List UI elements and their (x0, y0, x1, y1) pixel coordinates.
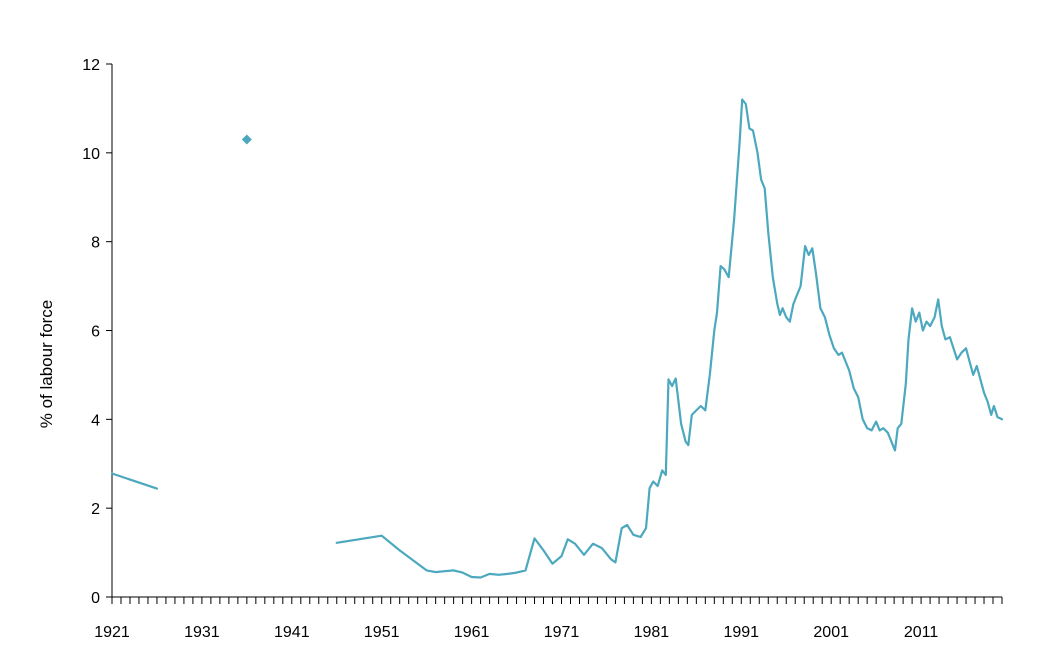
y-tick-label-0: 0 (91, 590, 100, 607)
ticks (106, 63, 1003, 604)
x-tick-label-1931: 1931 (184, 624, 220, 641)
x-tick-label-1971: 1971 (544, 624, 580, 641)
y-tick-label-8: 8 (91, 235, 100, 252)
x-tick-label-1941: 1941 (274, 624, 310, 641)
x-tick-label-1961: 1961 (454, 624, 490, 641)
y-tick-label-4: 4 (91, 412, 100, 429)
x-tick-label-2001: 2001 (813, 624, 849, 641)
series-line-segment-1946-2019 (335, 98, 1004, 579)
y-tick-label-12: 12 (82, 57, 100, 74)
axes (111, 64, 1002, 598)
x-tick-label-2011: 2011 (904, 624, 939, 641)
x-tick-label-1991: 1991 (723, 624, 759, 641)
tick-labels: 0 2 4 6 8 10 12 1921 1931 1941 1951 1961 1971 1981 199… (82, 57, 938, 641)
x-tick-label-1921: 1921 (94, 624, 130, 641)
y-tick-label-2: 2 (91, 501, 100, 518)
x-tick-label-1981: 1981 (634, 624, 670, 641)
y-axis-title: % of labour force (37, 300, 56, 429)
series-line-segment-1921-1926 (110, 472, 158, 490)
data-point-point-1936 (241, 134, 252, 145)
y-tick-label-10: 10 (82, 146, 100, 163)
x-tick-label-1951: 1951 (364, 624, 400, 641)
y-tick-label-6: 6 (91, 324, 100, 341)
series-layer (110, 98, 1004, 579)
